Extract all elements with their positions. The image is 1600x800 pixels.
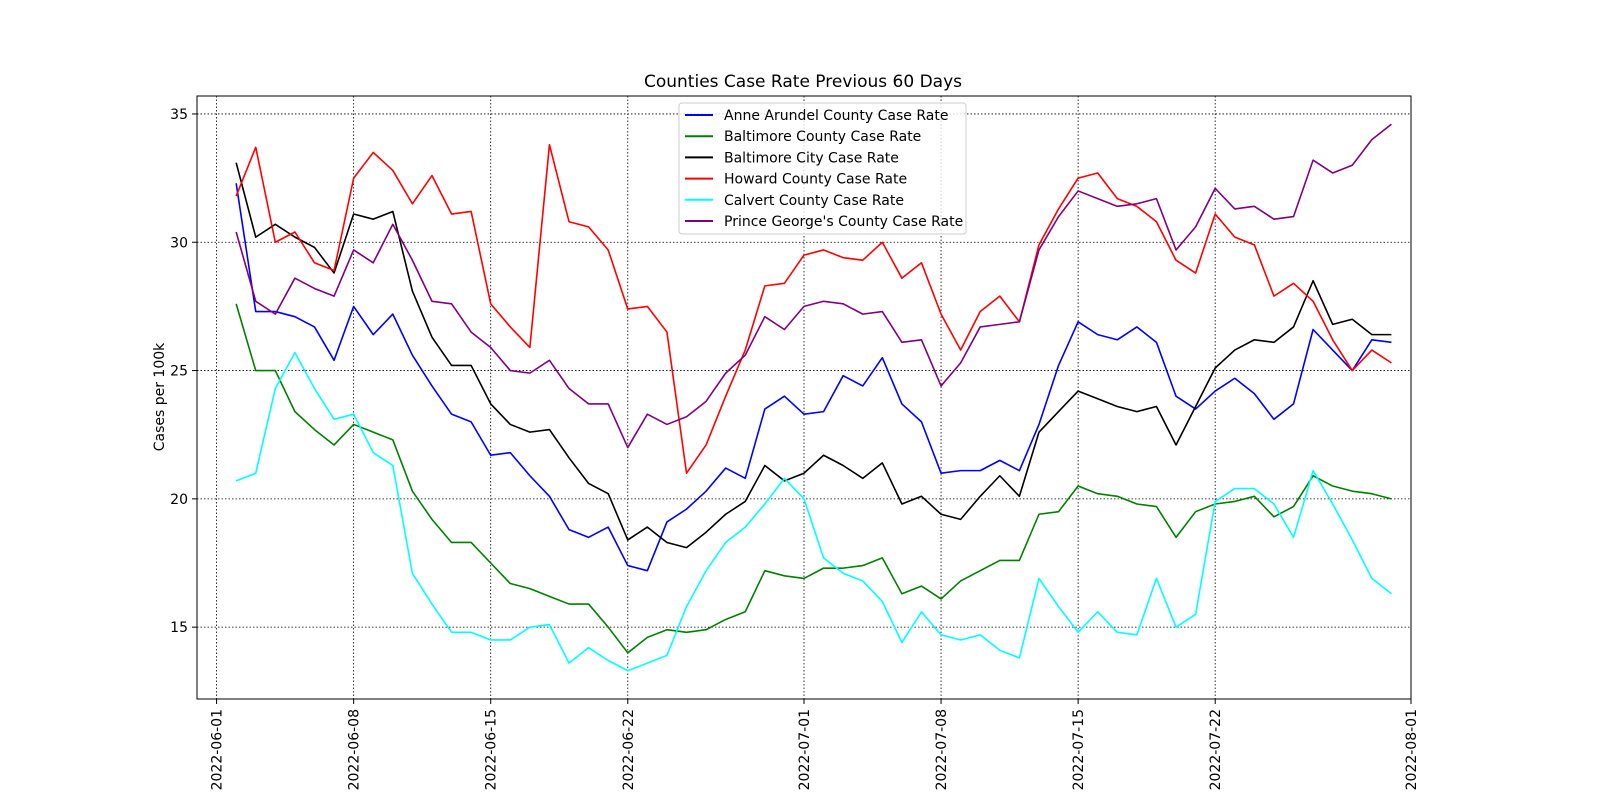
x-tick-label: 2022-06-22 (621, 709, 637, 790)
x-tick-label: 2022-07-15 (1071, 709, 1087, 790)
legend-box (678, 102, 967, 235)
y-tick-label: 15 (170, 620, 188, 636)
series-line-4 (235, 351, 1392, 672)
series-lines (235, 123, 1392, 672)
x-tick-label: 2022-08-01 (1404, 709, 1420, 790)
y-axis: 15 20 25 30 35 (170, 107, 197, 636)
legend-label: Baltimore City Case Rate (724, 150, 899, 166)
series-line-2 (235, 162, 1392, 549)
series-line-0 (235, 183, 1392, 572)
y-axis-label: Cases per 100k (152, 342, 168, 451)
x-tick-label: 2022-07-08 (934, 709, 950, 790)
series-line-3 (235, 143, 1392, 475)
legend-label: Prince George's County Case Rate (724, 214, 963, 230)
x-tick-label: 2022-06-08 (347, 709, 363, 790)
y-tick-label: 25 (170, 364, 188, 380)
legend-label: Howard County Case Rate (724, 172, 907, 188)
legend-label: Anne Arundel County Case Rate (724, 108, 948, 124)
y-tick-label: 35 (170, 107, 188, 123)
grid (197, 96, 1412, 699)
x-tick-label: 2022-06-01 (210, 709, 226, 790)
legend-label: Baltimore County Case Rate (724, 129, 921, 145)
chart-title: Counties Case Rate Previous 60 Days (644, 72, 962, 92)
x-tick-label: 2022-06-15 (484, 709, 500, 790)
series-line-5 (235, 123, 1392, 449)
legend: Anne Arundel County Case Rate Baltimore C… (678, 102, 967, 235)
x-tick-label: 2022-07-22 (1208, 709, 1224, 790)
x-axis: 2022-06-01 2022-06-08 2022-06-15 2022-06-22… (210, 699, 1420, 790)
series-line-1 (235, 303, 1392, 654)
x-tick-label: 2022-07-01 (797, 709, 813, 790)
legend-label: Calvert County Case Rate (724, 193, 904, 209)
y-tick-label: 30 (170, 235, 188, 251)
y-tick-label: 20 (170, 492, 188, 508)
